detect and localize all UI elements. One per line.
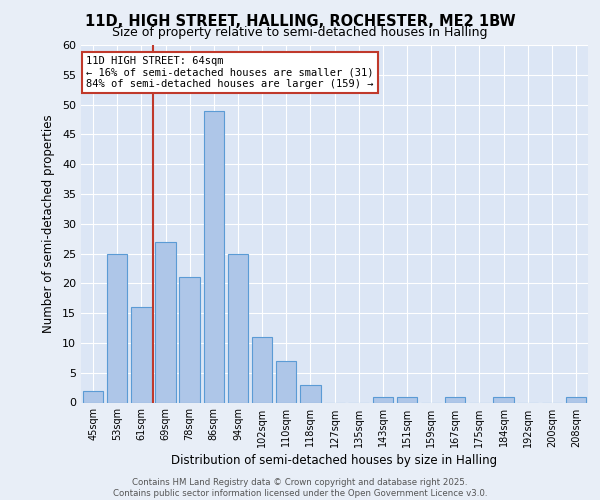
Bar [155,242,176,402]
Bar [493,396,514,402]
Bar [445,396,466,402]
Bar [203,110,224,403]
Bar [300,384,320,402]
Text: 11D, HIGH STREET, HALLING, ROCHESTER, ME2 1BW: 11D, HIGH STREET, HALLING, ROCHESTER, ME… [85,14,515,29]
X-axis label: Distribution of semi-detached houses by size in Halling: Distribution of semi-detached houses by … [172,454,497,466]
Text: 11D HIGH STREET: 64sqm
← 16% of semi-detached houses are smaller (31)
84% of sem: 11D HIGH STREET: 64sqm ← 16% of semi-det… [86,56,374,89]
Bar [131,307,152,402]
Bar [276,361,296,403]
Bar [227,254,248,402]
Text: Contains HM Land Registry data © Crown copyright and database right 2025.
Contai: Contains HM Land Registry data © Crown c… [113,478,487,498]
Bar [179,278,200,402]
Bar [566,396,586,402]
Bar [252,337,272,402]
Y-axis label: Number of semi-detached properties: Number of semi-detached properties [42,114,55,333]
Bar [373,396,393,402]
Bar [107,254,127,402]
Text: Size of property relative to semi-detached houses in Halling: Size of property relative to semi-detach… [112,26,488,39]
Bar [397,396,417,402]
Bar [83,390,103,402]
